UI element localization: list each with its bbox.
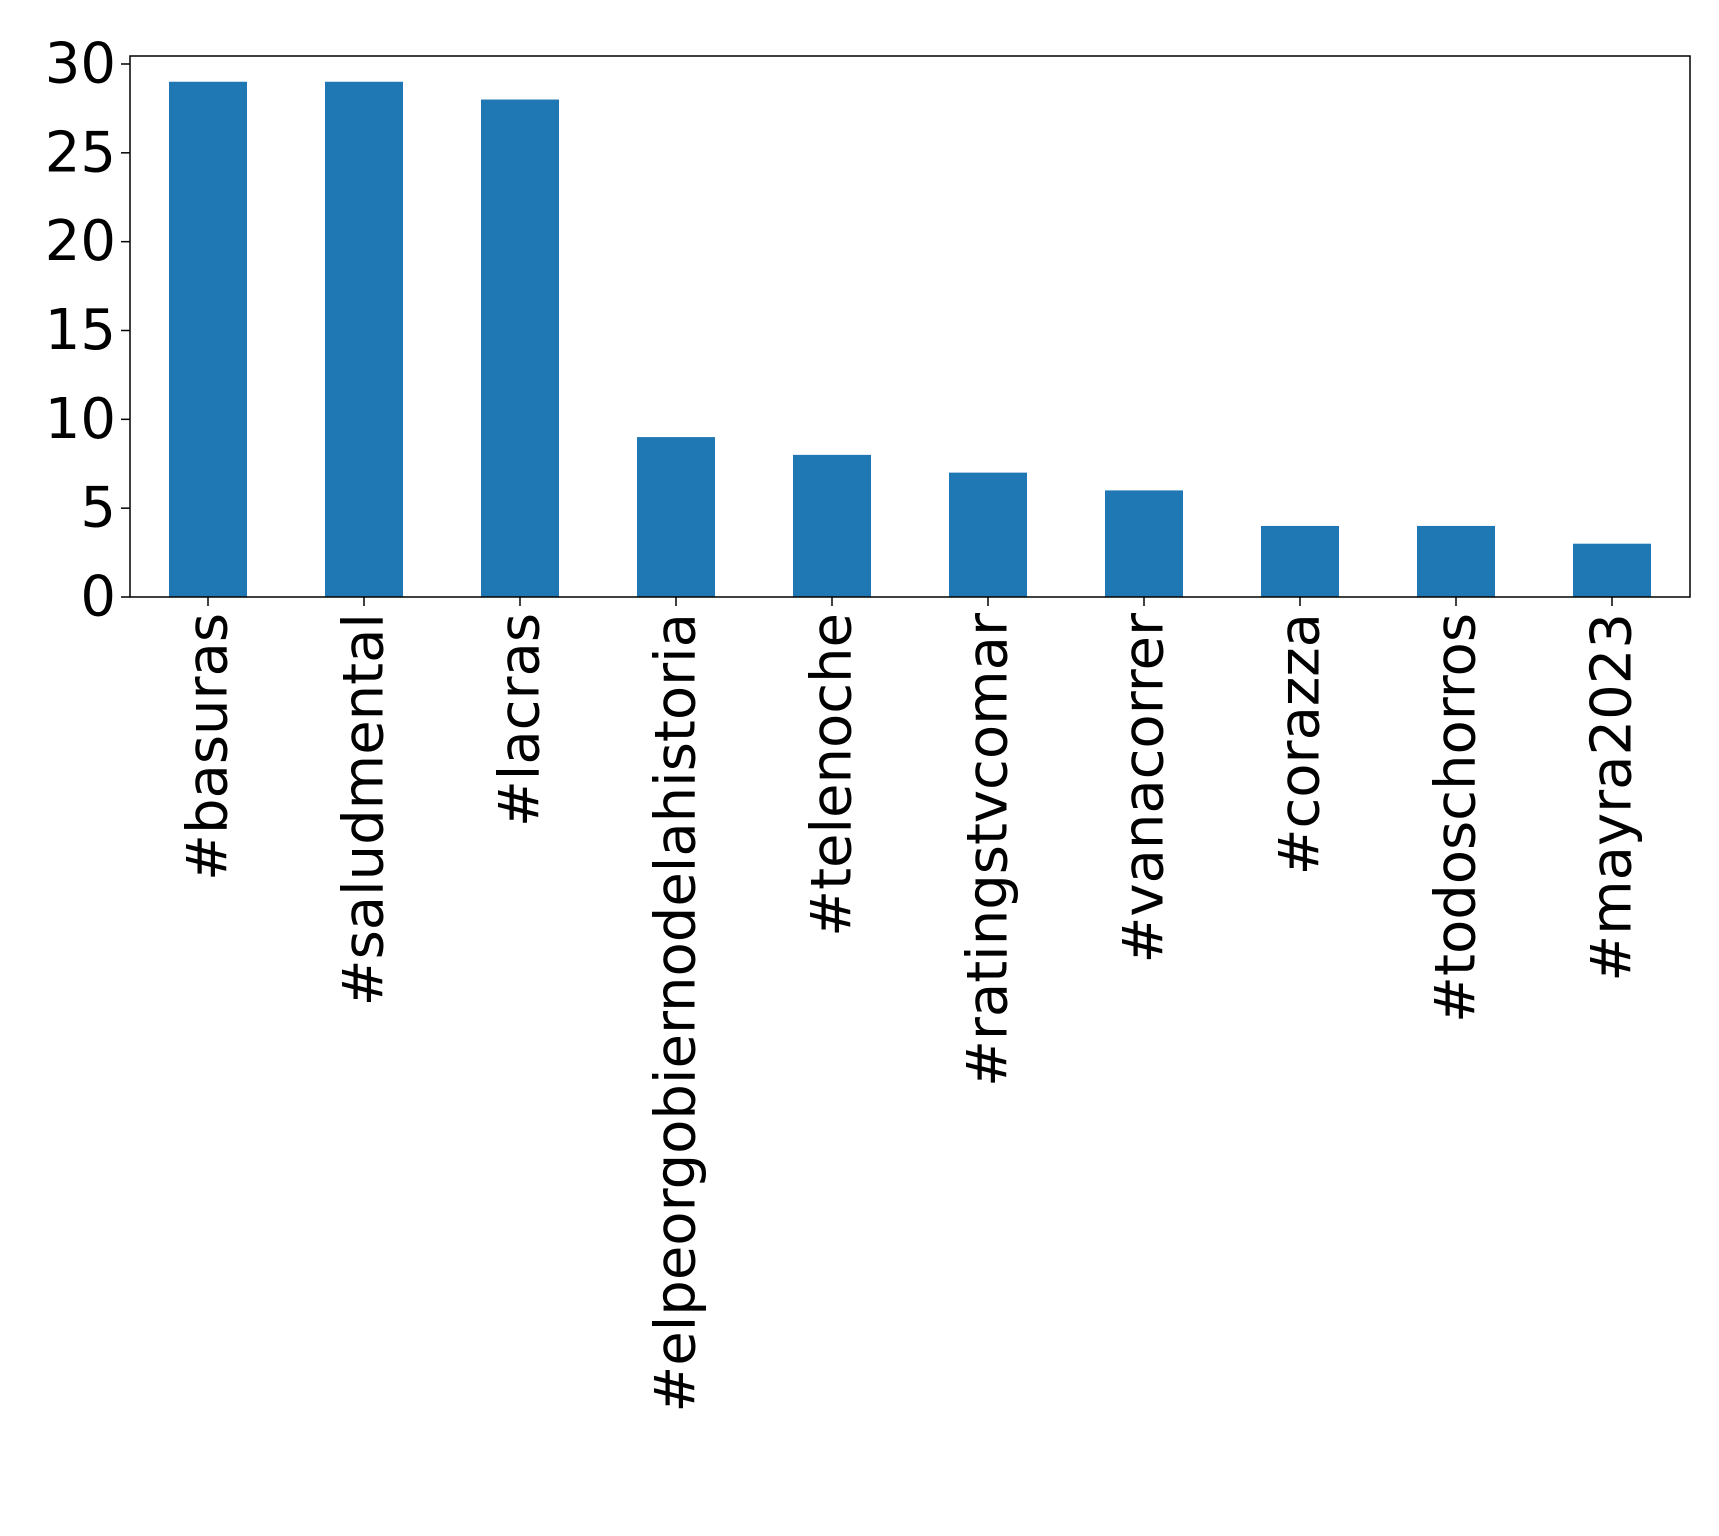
- x-tick-label: #saludmental: [332, 613, 397, 1006]
- bar: [1417, 525, 1495, 597]
- bar: [169, 81, 247, 597]
- y-tick-label: 5: [80, 476, 116, 541]
- plot-frame: [129, 55, 1691, 598]
- x-axis: #basuras #saludmental #lacras #elpeorgobier…: [176, 597, 1645, 1413]
- bar: [325, 81, 403, 597]
- bar: [1261, 525, 1339, 597]
- x-tick-label: #lacras: [488, 613, 553, 827]
- y-tick-label: 0: [80, 565, 116, 630]
- y-tick-label: 30: [45, 31, 116, 96]
- bar: [949, 472, 1027, 597]
- x-tick-label: #corazza: [1268, 613, 1333, 875]
- bar: [1573, 543, 1651, 597]
- bar: [793, 454, 871, 597]
- bar: [637, 437, 715, 597]
- y-tick-label: 10: [45, 387, 116, 452]
- x-tick-label: #elpeorgobiernodelahistoria: [644, 613, 709, 1413]
- bar: [1105, 490, 1183, 597]
- y-axis: 0 5 10 15 20 25 30: [45, 31, 130, 630]
- x-tick-label: #telenoche: [800, 613, 865, 937]
- y-tick-label: 15: [45, 298, 116, 363]
- x-tick-label: #ratingstvcomar: [956, 612, 1021, 1087]
- y-tick-label: 20: [45, 209, 116, 274]
- bars-group: [169, 81, 1651, 597]
- x-tick-label: #basuras: [176, 613, 241, 881]
- x-tick-label: #todoschorros: [1424, 613, 1489, 1023]
- y-tick-label: 25: [45, 120, 116, 185]
- bar: [481, 99, 559, 597]
- x-tick-label: #mayra2023: [1580, 613, 1645, 982]
- x-tick-label: #vanacorrer: [1112, 612, 1177, 964]
